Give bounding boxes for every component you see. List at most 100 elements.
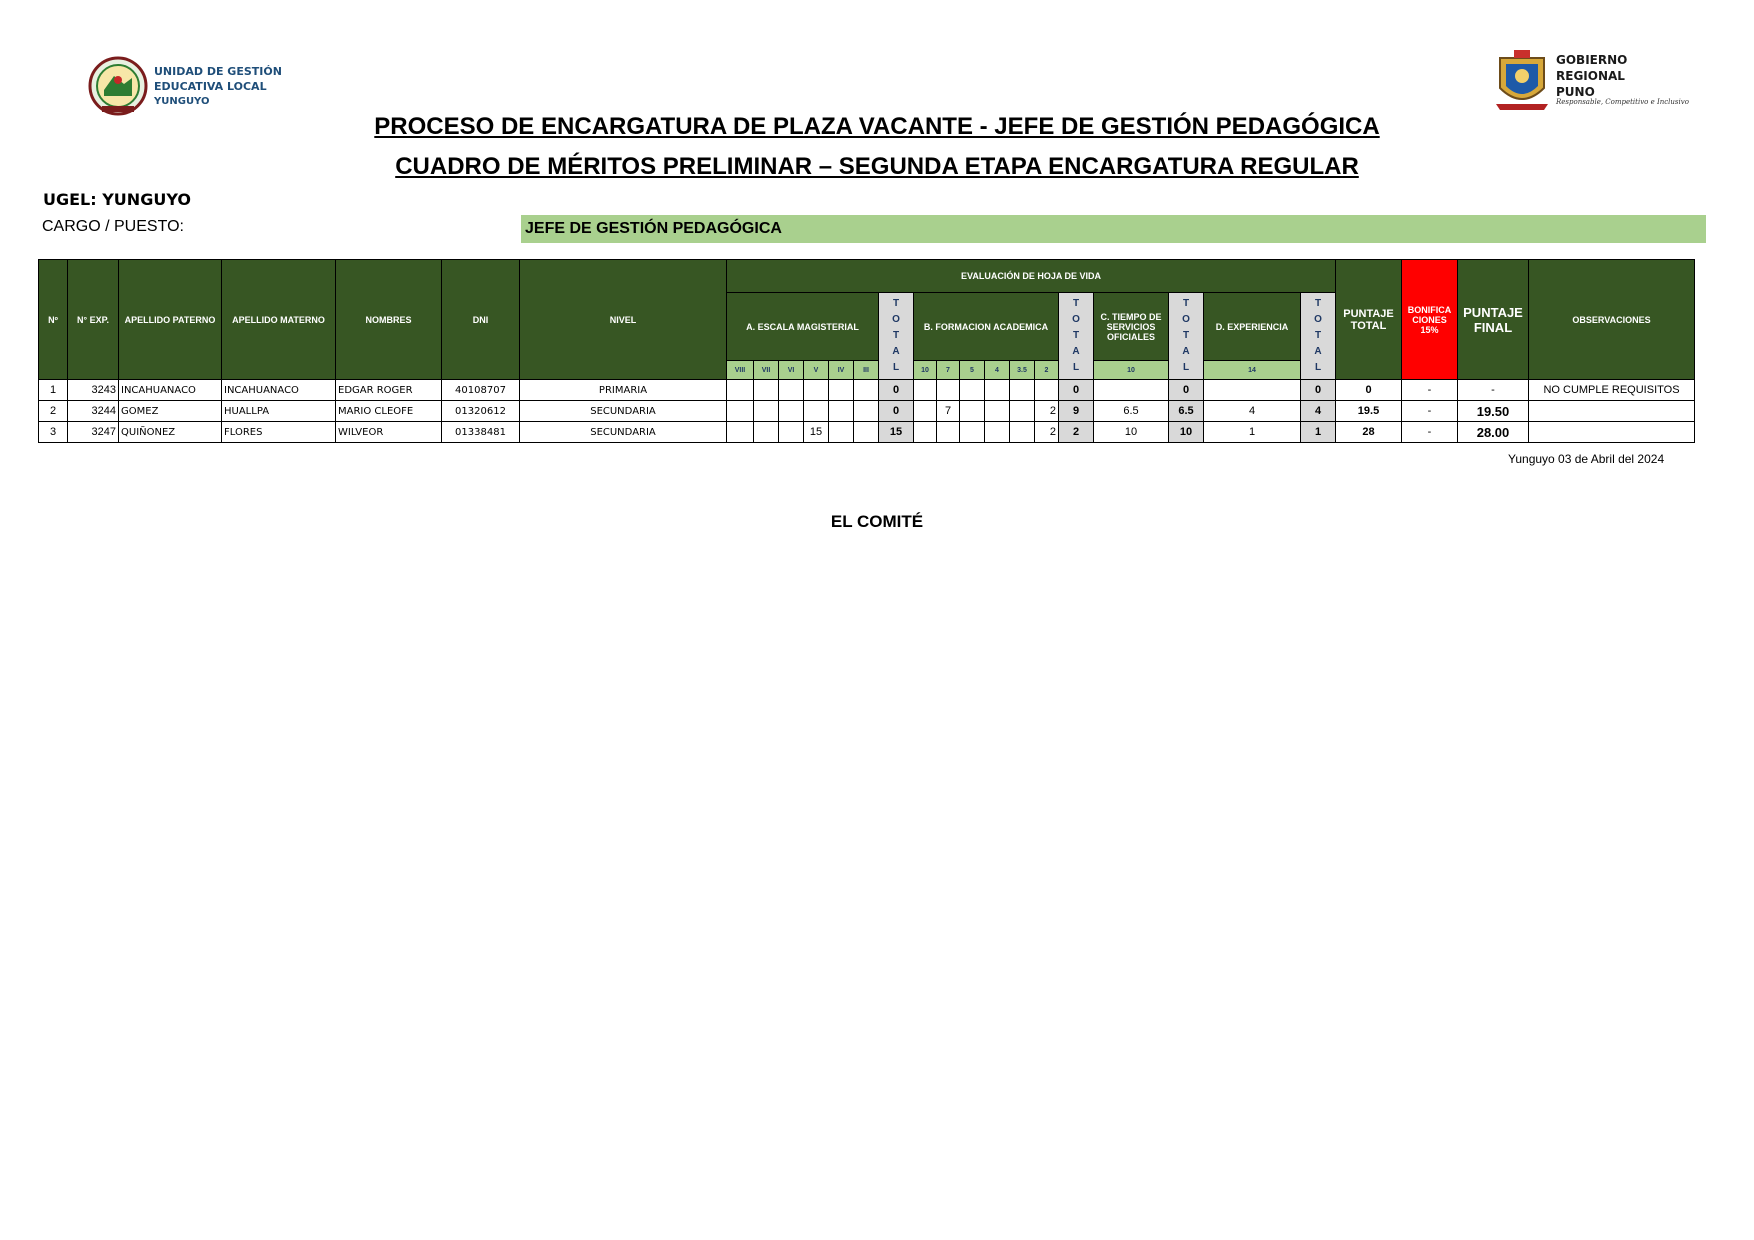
committee-label: EL COMITÉ [830,512,924,531]
experiencia-sub-header: 14 [1203,360,1301,380]
gobierno-slogan: Responsable, Competitivo e Inclusivo [1556,98,1689,106]
gobierno-logo-line: REGIONAL [1556,69,1625,83]
tiempo-sub-header: 10 [1093,360,1169,380]
cell-apellido-materno: HUALLPA [221,400,336,422]
cell-nombres: MARIO CLEOFE [335,400,442,422]
cell-total-d: 0 [1300,379,1336,401]
escala-sub-header: VII [753,360,779,380]
merits-table: Nº N° EXP. APELLIDO PATERNO APELLIDO MAT… [38,259,1695,443]
ugel-seal-icon [88,56,148,116]
cell-exp: 3244 [67,400,119,422]
cell-experiencia: 1 [1203,421,1301,443]
header-bonificaciones: BONIFICA CIONES 15% [1401,259,1458,380]
cell-observaciones [1528,421,1695,443]
cell-escala [853,400,879,422]
cell-total-b: 9 [1058,400,1094,422]
cell-apellido-paterno: INCAHUANACO [118,379,222,401]
cell-total-c: 10 [1168,421,1204,443]
cell-formacion [913,379,937,401]
cell-puntaje-final: 19.50 [1457,400,1529,422]
ugel-logo-text: UNIDAD DE GESTIÓN EDUCATIVA LOCAL YUNGUY… [154,64,282,109]
document-subtitle: CUADRO DE MÉRITOS PRELIMINAR – SEGUNDA E… [395,153,1359,180]
escala-sub-header: V [803,360,829,380]
cell-tiempo [1093,379,1169,401]
header-exp: N° EXP. [67,259,119,380]
cell-observaciones [1528,400,1695,422]
header-tiempo: C. TIEMPO DE SERVICIOS OFICIALES [1093,292,1169,361]
cell-nombres: WILVEOR [335,421,442,443]
cell-escala [753,379,779,401]
table-row: 3 3247 QUIÑONEZ FLORES WILVEOR 01338481 … [38,421,1695,443]
header-observaciones: OBSERVACIONES [1528,259,1695,380]
cell-formacion [1009,421,1035,443]
cell-tiempo: 6.5 [1093,400,1169,422]
header-apellido-materno: APELLIDO MATERNO [221,259,336,380]
cell-apellido-paterno: GOMEZ [118,400,222,422]
cell-formacion [936,421,960,443]
cell-formacion [936,379,960,401]
cell-num: 3 [38,421,68,443]
cell-total-b: 2 [1058,421,1094,443]
date-line: Yunguyo 03 de Abril del 2024 [1508,452,1665,466]
cell-escala [803,400,829,422]
cell-bonificacion: - [1401,421,1458,443]
cell-formacion [913,400,937,422]
cell-escala [726,400,754,422]
cell-total-a: 0 [878,400,914,422]
cell-tiempo: 10 [1093,421,1169,443]
cell-nivel: SECUNDARIA [519,421,727,443]
cell-formacion [1034,379,1059,401]
cargo-value: JEFE DE GESTIÓN PEDAGÓGICA [521,215,1706,243]
cell-formacion: 2 [1034,421,1059,443]
cell-dni: 40108707 [441,379,520,401]
cell-num: 2 [38,400,68,422]
ugel-logo-line: UNIDAD DE GESTIÓN [154,65,282,78]
cell-escala [828,421,854,443]
cell-dni: 01320612 [441,400,520,422]
cell-escala [853,379,879,401]
cell-formacion [1009,379,1035,401]
cargo-label: CARGO / PUESTO: [42,218,184,235]
gobierno-logo-line: GOBIERNO [1556,53,1628,67]
cell-apellido-paterno: QUIÑONEZ [118,421,222,443]
gobierno-logo-text: GOBIERNO REGIONAL PUNO [1556,52,1627,100]
header-formacion: B. FORMACION ACADEMICA [913,292,1059,361]
escala-sub-header: VI [778,360,804,380]
cell-formacion [984,379,1010,401]
cell-experiencia [1203,379,1301,401]
cell-nivel: SECUNDARIA [519,400,727,422]
cell-escala [778,379,804,401]
cell-total-d: 1 [1300,421,1336,443]
cell-formacion [1009,400,1035,422]
cell-num: 1 [38,379,68,401]
cell-total-b: 0 [1058,379,1094,401]
formacion-sub-header: 4 [984,360,1010,380]
table-row: 1 3243 INCAHUANACO INCAHUANACO EDGAR ROG… [38,379,1695,401]
cell-formacion [984,400,1010,422]
cell-formacion [959,421,985,443]
header-apellido-paterno: APELLIDO PATERNO [118,259,222,380]
formacion-sub-header: 3.5 [1009,360,1035,380]
cell-puntaje-final: - [1457,379,1529,401]
cell-puntaje-total: 0 [1335,379,1402,401]
ugel-label: UGEL: YUNGUYO [43,190,191,209]
cell-formacion: 7 [936,400,960,422]
header-escala: A. ESCALA MAGISTERIAL [726,292,879,361]
header-puntaje-total: PUNTAJE TOTAL [1335,259,1402,380]
cell-formacion [959,379,985,401]
cell-nombres: EDGAR ROGER [335,379,442,401]
cell-total-c: 0 [1168,379,1204,401]
header-dni: DNI [441,259,520,380]
cell-escala [778,400,804,422]
cell-bonificacion: - [1401,379,1458,401]
cell-escala [753,421,779,443]
escala-sub-header: VIII [726,360,754,380]
cell-experiencia: 4 [1203,400,1301,422]
cell-escala [828,379,854,401]
